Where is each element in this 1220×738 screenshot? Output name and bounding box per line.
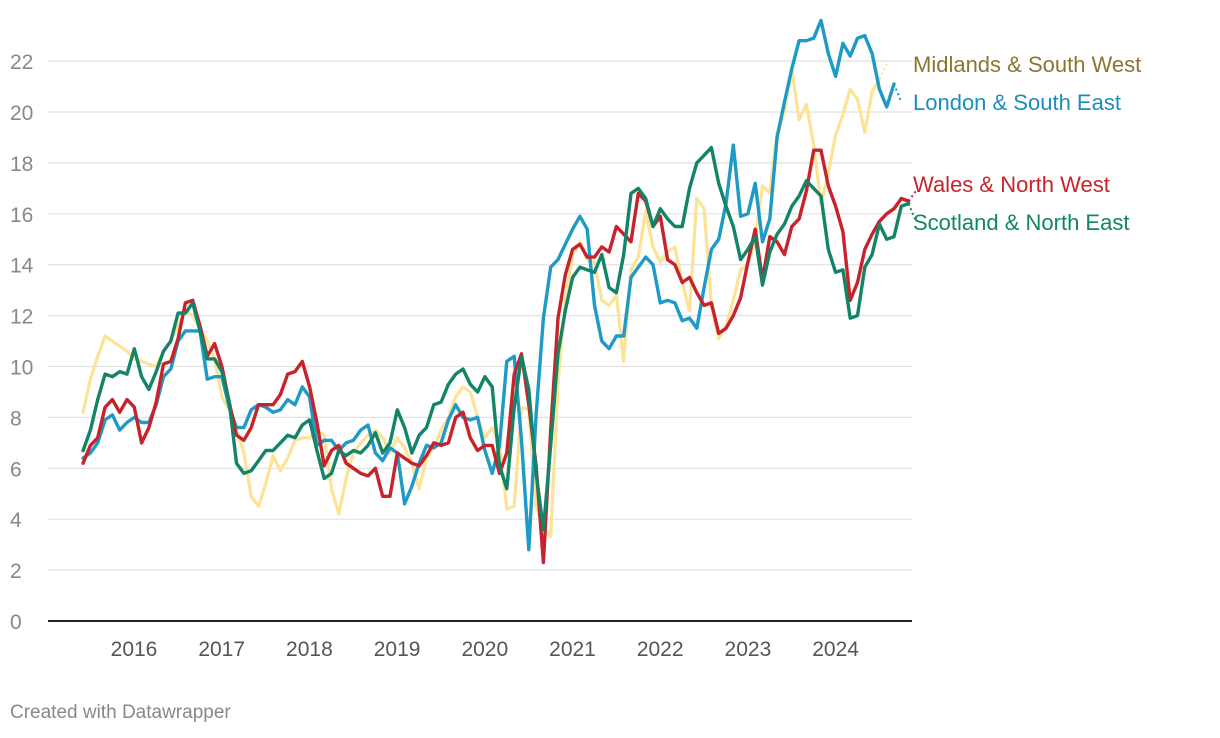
y-tick-label-4: 4 bbox=[10, 509, 22, 532]
y-axis-ticks: 0 2 4 6 8 10 12 14 16 18 20 22 bbox=[10, 51, 34, 634]
y-tick-label-12: 12 bbox=[10, 306, 33, 329]
x-tick-label-2023: 2023 bbox=[725, 638, 772, 661]
series-labels: Midlands & South West London & South East… bbox=[913, 52, 1141, 235]
label-connector-midlands-south-west bbox=[878, 63, 888, 80]
series-label-wales-north-west: Wales & North West bbox=[913, 172, 1110, 197]
label-connector-wales-north-west bbox=[907, 190, 917, 202]
y-tick-label-18: 18 bbox=[10, 153, 33, 176]
gridlines bbox=[48, 60, 912, 622]
x-tick-label-2022: 2022 bbox=[637, 638, 684, 661]
x-tick-label-2020: 2020 bbox=[461, 638, 508, 661]
series-line-scotland-north-east bbox=[81, 145, 911, 532]
series-lines bbox=[81, 18, 917, 565]
y-tick-label-6: 6 bbox=[10, 458, 22, 481]
y-tick-label-22: 22 bbox=[10, 51, 33, 74]
y-tick-label-0: 0 bbox=[10, 611, 22, 634]
y-tick-label-14: 14 bbox=[10, 255, 34, 278]
series-label-scotland-north-east: Scotland & North East bbox=[913, 210, 1129, 235]
y-tick-label-20: 20 bbox=[10, 102, 33, 125]
x-tick-label-2019: 2019 bbox=[374, 638, 421, 661]
x-tick-label-2017: 2017 bbox=[198, 638, 245, 661]
series-line-wales-north-west bbox=[81, 148, 911, 565]
series-label-midlands-south-west: Midlands & South West bbox=[913, 52, 1141, 77]
series-line-midlands-south-west bbox=[81, 67, 882, 539]
x-tick-label-2021: 2021 bbox=[549, 638, 596, 661]
label-connector-london-south-east bbox=[893, 83, 903, 103]
x-axis-ticks: 2016 2017 2018 2019 2020 2021 2022 2023 2024 bbox=[111, 638, 860, 661]
series-line-london-south-east bbox=[81, 18, 896, 552]
y-tick-label-16: 16 bbox=[10, 204, 33, 227]
series-label-london-south-east: London & South East bbox=[913, 90, 1121, 115]
label-connector-scotland-north-east bbox=[907, 203, 917, 222]
y-tick-label-2: 2 bbox=[10, 560, 22, 583]
y-tick-label-8: 8 bbox=[10, 407, 22, 430]
x-tick-label-2024: 2024 bbox=[812, 638, 859, 661]
y-tick-label-10: 10 bbox=[10, 357, 33, 380]
x-tick-label-2018: 2018 bbox=[286, 638, 333, 661]
credit-text: Created with Datawrapper bbox=[10, 702, 231, 723]
x-tick-label-2016: 2016 bbox=[111, 638, 158, 661]
